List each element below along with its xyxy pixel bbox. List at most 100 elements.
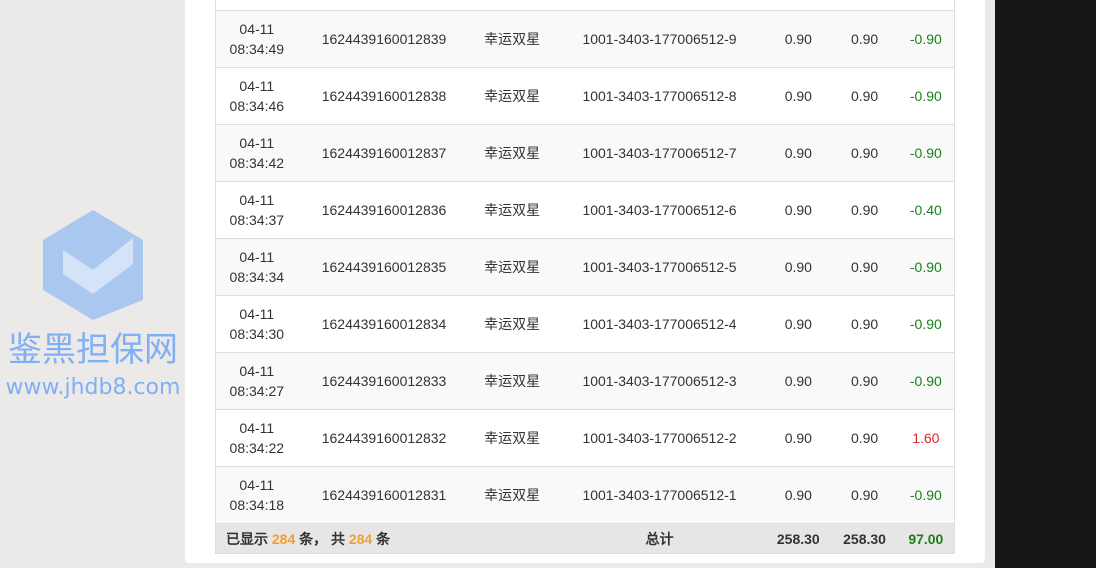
- watermark-url: www.jhdb8.com: [5, 375, 181, 400]
- time-cell: 04-11 08:34:37: [215, 181, 298, 239]
- clock: 08:34:37: [229, 212, 285, 228]
- table-row: 04-11 08:34:46 1624439160012838 幸运双星 1001…: [215, 67, 955, 125]
- date: 04-11: [239, 249, 275, 265]
- valid-amount: 0.90: [831, 352, 898, 410]
- table-footer-row: 已显示 284 条， 共 284 条 总计 258.30 258.30 97.0…: [215, 523, 955, 554]
- record-id: 1624439160012835: [297, 238, 471, 296]
- time-cell: 04-11 08:34:42: [215, 124, 298, 182]
- record-id: 1624439160012834: [297, 295, 471, 353]
- order-number: 1001-3403-177006512-1: [553, 466, 766, 524]
- valid-amount: 0.90: [831, 124, 898, 182]
- unit-label: 条，: [299, 530, 328, 547]
- table-row: 04-11 08:34:18 1624439160012831 幸运双星 1001…: [215, 466, 955, 524]
- valid-amount: 0.90: [831, 181, 898, 239]
- result-amount: -0.40: [897, 181, 955, 239]
- record-id: 1624439160012832: [297, 409, 471, 467]
- bet-amount: 0.90: [765, 124, 832, 182]
- order-number: 1001-3403-177006512-7: [553, 124, 766, 182]
- order-number: 1001-3403-177006512-2: [553, 409, 766, 467]
- game-name: 幸运双星: [470, 352, 554, 410]
- order-number: 1001-3403-177006512-4: [553, 295, 766, 353]
- result-total: 97.00: [897, 523, 955, 554]
- clock: 08:34:27: [229, 383, 285, 399]
- total-label: 总计: [553, 523, 766, 554]
- game-name: 幸运双星: [470, 10, 554, 68]
- watermark-title: 鉴黑担保网: [8, 330, 178, 370]
- game-name: 幸运双星: [470, 409, 554, 467]
- game-name: 幸运双星: [470, 124, 554, 182]
- records-panel: 04-11 08:34:49 1624439160012839 幸运双星 1001…: [185, 0, 985, 563]
- clock: 08:34:46: [229, 98, 285, 114]
- total-prefix: 共: [331, 530, 346, 547]
- bet-amount: 0.90: [765, 409, 832, 467]
- record-id: 1624439160012836: [297, 181, 471, 239]
- order-number: 1001-3403-177006512-9: [553, 10, 766, 68]
- total-count: 284: [348, 530, 373, 547]
- table-row: 04-11 08:34:34 1624439160012835 幸运双星 1001…: [215, 238, 955, 296]
- time-cell: 04-11 08:34:27: [215, 352, 298, 410]
- valid-amount: 0.90: [831, 10, 898, 68]
- date: 04-11: [239, 363, 275, 379]
- clock: 08:34:34: [229, 269, 285, 285]
- bet-total: 258.30: [765, 523, 832, 554]
- result-amount: -0.90: [897, 238, 955, 296]
- bet-amount: 0.90: [765, 466, 832, 524]
- game-name: 幸运双星: [470, 238, 554, 296]
- time-cell: 04-11 08:34:49: [215, 10, 298, 68]
- date: 04-11: [239, 192, 275, 208]
- game-name: 幸运双星: [470, 67, 554, 125]
- order-number: 1001-3403-177006512-5: [553, 238, 766, 296]
- clock: 08:34:42: [229, 155, 285, 171]
- bet-amount: 0.90: [765, 10, 832, 68]
- bet-records-table: 04-11 08:34:49 1624439160012839 幸运双星 1001…: [215, 0, 955, 554]
- game-name: 幸运双星: [470, 181, 554, 239]
- date: 04-11: [239, 21, 275, 37]
- record-id: 1624439160012837: [297, 124, 471, 182]
- result-amount: -0.90: [897, 295, 955, 353]
- date: 04-11: [239, 306, 275, 322]
- game-name: 幸运双星: [470, 295, 554, 353]
- bet-amount: 0.90: [765, 238, 832, 296]
- time-cell: 04-11 08:34:22: [215, 409, 298, 467]
- result-amount: 1.60: [897, 409, 955, 467]
- record-id: 1624439160012838: [297, 67, 471, 125]
- result-amount: -0.90: [897, 67, 955, 125]
- record-id: 1624439160012839: [297, 10, 471, 68]
- record-id: 1624439160012831: [297, 466, 471, 524]
- date: 04-11: [239, 135, 275, 151]
- record-id: 1624439160012833: [297, 352, 471, 410]
- table-row: 04-11 08:34:22 1624439160012832 幸运双星 1001…: [215, 409, 955, 467]
- record-count: 已显示 284 条， 共 284 条: [215, 523, 554, 554]
- date: 04-11: [239, 78, 275, 94]
- table-row-partial: [215, 0, 955, 11]
- table-row: 04-11 08:34:42 1624439160012837 幸运双星 1001…: [215, 124, 955, 182]
- order-number: 1001-3403-177006512-3: [553, 352, 766, 410]
- clock: 08:34:30: [229, 326, 285, 342]
- valid-amount: 0.90: [831, 295, 898, 353]
- result-amount: -0.90: [897, 124, 955, 182]
- time-cell: 04-11 08:34:46: [215, 67, 298, 125]
- clock: 08:34:49: [229, 41, 285, 57]
- time-cell: 04-11 08:34:34: [215, 238, 298, 296]
- order-number: 1001-3403-177006512-6: [553, 181, 766, 239]
- valid-amount: 0.90: [831, 466, 898, 524]
- valid-total: 258.30: [831, 523, 898, 554]
- order-number: 1001-3403-177006512-8: [553, 67, 766, 125]
- table-row: 04-11 08:34:37 1624439160012836 幸运双星 1001…: [215, 181, 955, 239]
- valid-amount: 0.90: [831, 238, 898, 296]
- table-row: 04-11 08:34:49 1624439160012839 幸运双星 1001…: [215, 10, 955, 68]
- time-cell: 04-11 08:34:18: [215, 466, 298, 524]
- shown-label: 已显示: [226, 530, 268, 547]
- table-row: 04-11 08:34:30 1624439160012834 幸运双星 1001…: [215, 295, 955, 353]
- valid-amount: 0.90: [831, 67, 898, 125]
- bet-amount: 0.90: [765, 67, 832, 125]
- bet-amount: 0.90: [765, 181, 832, 239]
- table-row: 04-11 08:34:27 1624439160012833 幸运双星 1001…: [215, 352, 955, 410]
- date: 04-11: [239, 420, 275, 436]
- shown-count: 284: [271, 530, 296, 547]
- date: 04-11: [239, 477, 275, 493]
- bet-amount: 0.90: [765, 352, 832, 410]
- dark-side-area: [995, 0, 1096, 568]
- result-amount: -0.90: [897, 466, 955, 524]
- unit-label: 条: [376, 530, 391, 547]
